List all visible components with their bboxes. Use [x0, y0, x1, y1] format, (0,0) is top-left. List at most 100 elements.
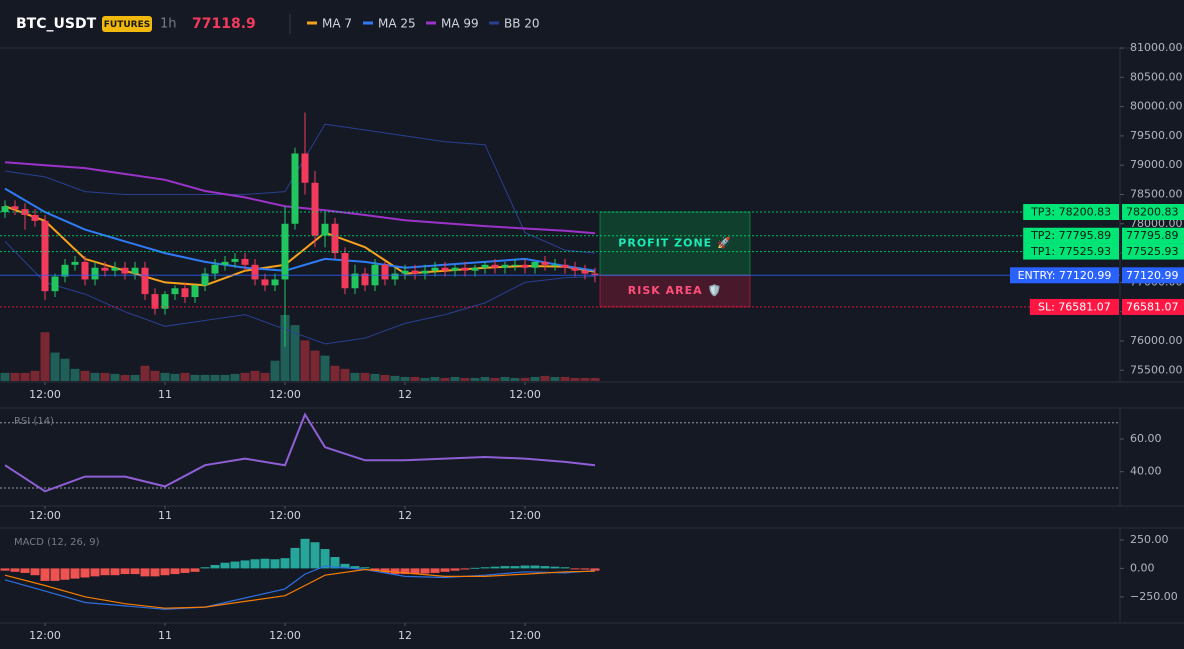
candle-body — [401, 270, 409, 274]
candle-body — [111, 267, 119, 271]
zone-label: RISK AREA 🛡️ — [628, 284, 722, 297]
price-tag-bg — [1122, 204, 1184, 221]
candle-body — [461, 267, 469, 271]
y-tick-label: 79000.00 — [1130, 158, 1183, 171]
zone — [599, 211, 751, 276]
volume-bar — [180, 372, 190, 381]
macd-bar — [170, 568, 180, 575]
volume-bar — [80, 370, 90, 381]
candle-body — [331, 223, 339, 254]
volume-bar — [500, 376, 510, 381]
macd-bar — [300, 538, 310, 569]
price-tag-bg — [1122, 267, 1184, 284]
volume-bar — [380, 374, 390, 381]
volume-bar — [0, 372, 10, 381]
candle-body — [471, 267, 479, 271]
level-tag-bg — [1023, 243, 1119, 260]
volume-bar — [260, 372, 270, 381]
volume-bar — [430, 376, 440, 381]
macd-bar — [230, 561, 240, 569]
candle-body — [201, 273, 209, 286]
volume-bar — [200, 374, 210, 381]
volume-bar — [520, 377, 530, 381]
volume-bar — [350, 372, 360, 381]
candle-body — [261, 279, 269, 286]
volume-bar — [400, 376, 410, 381]
volume-bar — [450, 376, 460, 381]
volume-bar — [420, 377, 430, 381]
macd-bar — [480, 567, 490, 569]
volume-bar — [160, 372, 170, 381]
x-tick-label: 12:00 — [509, 388, 541, 401]
macd-bar — [250, 559, 260, 569]
volume-bar — [280, 315, 290, 381]
macd-bar — [420, 568, 430, 574]
x-tick-label: 12:00 — [29, 388, 61, 401]
interval: 1h — [160, 17, 177, 32]
y-tick-label: 0.00 — [1130, 561, 1155, 574]
volume-bar — [10, 372, 20, 381]
level-tag: TP2: 77795.89 — [1030, 229, 1111, 242]
y-tick-label: 78500.00 — [1130, 187, 1183, 200]
volume-bar — [210, 374, 220, 381]
candle-body — [431, 267, 439, 271]
macd-bar — [400, 568, 410, 575]
x-tick-label: 12:00 — [509, 629, 541, 642]
macd-bar — [510, 566, 520, 569]
badge-bg — [102, 16, 152, 32]
macd-bar — [110, 568, 120, 576]
macd-bar — [590, 568, 600, 571]
volume-bar — [300, 340, 310, 381]
macd-bar — [390, 568, 400, 575]
macd-bar — [60, 568, 70, 580]
volume-bar — [410, 376, 420, 381]
macd-bar — [430, 568, 440, 573]
level-tag: TP1: 77525.93 — [1030, 245, 1111, 258]
volume-bar — [390, 375, 400, 381]
volume-bar — [270, 360, 280, 381]
candle-body — [171, 288, 179, 295]
level-tag: SL: 76581.07 — [1038, 300, 1111, 313]
candle-body — [221, 261, 229, 265]
price-tag-bg — [1122, 298, 1184, 315]
panel-title: RSI (14) — [14, 416, 54, 427]
x-tick-label: 11 — [158, 629, 172, 642]
macd-bar — [30, 568, 40, 576]
macd-bar — [20, 568, 30, 573]
candle-body — [31, 215, 39, 221]
volume-bar — [590, 377, 600, 381]
candle-body — [501, 264, 509, 268]
volume-bar — [470, 377, 480, 381]
candle-body — [481, 264, 489, 268]
volume-bar — [50, 352, 60, 381]
volume-bar — [110, 373, 120, 381]
rsi-line — [4, 412, 596, 493]
candle-body — [511, 264, 519, 266]
macd-bar — [130, 568, 140, 575]
volume-bar — [220, 374, 230, 381]
candle-body — [91, 267, 99, 280]
x-tick-label: 12:00 — [29, 629, 61, 642]
candle-body — [191, 285, 199, 298]
candle-body — [131, 267, 139, 274]
candle-body — [41, 220, 49, 292]
macd-bar — [530, 565, 540, 569]
x-tick-label: 12 — [398, 509, 412, 522]
candle-body — [411, 270, 419, 274]
macd-bar — [40, 568, 50, 581]
macd-bar — [190, 568, 200, 572]
macd-bar — [340, 563, 350, 569]
x-tick-label: 11 — [158, 509, 172, 522]
candle-body — [181, 288, 189, 298]
x-tick-label: 12:00 — [269, 509, 301, 522]
candle-body — [351, 273, 359, 289]
macd-bar — [500, 566, 510, 569]
macd-bar — [290, 547, 300, 569]
level-tag-bg — [1010, 267, 1119, 284]
candle-body — [141, 267, 149, 295]
price-tag: 76581.07 — [1126, 300, 1179, 313]
candle-body — [71, 261, 79, 265]
macd-bar — [560, 567, 570, 569]
legend-label: MA 99 — [441, 17, 479, 31]
macd-line — [4, 565, 596, 610]
